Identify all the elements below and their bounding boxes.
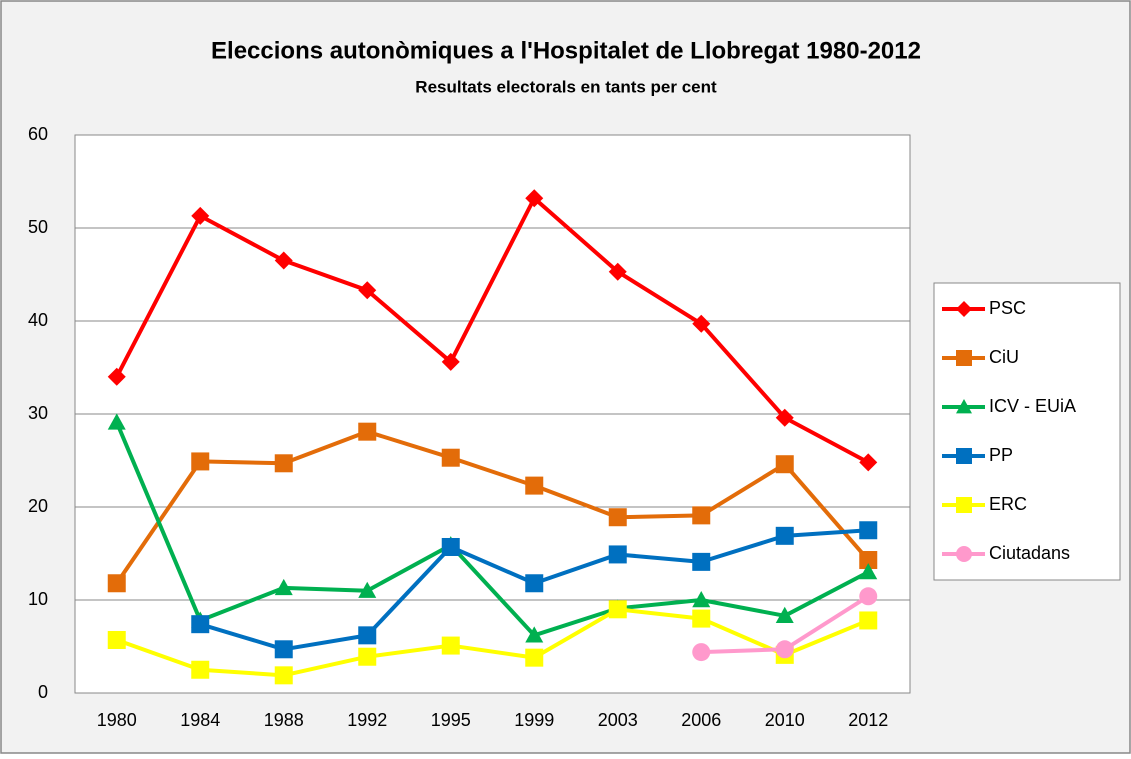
chart-subtitle: Resultats electorals en tants per cent <box>415 77 717 96</box>
marker <box>775 526 794 545</box>
marker <box>608 508 627 527</box>
x-tick-label: 1992 <box>347 710 387 730</box>
marker <box>441 636 460 655</box>
marker <box>859 611 878 630</box>
y-tick-label: 60 <box>28 124 48 144</box>
x-tick-label: 1995 <box>431 710 471 730</box>
legend-label: PP <box>989 445 1013 465</box>
marker <box>358 647 377 666</box>
legend-label: CiU <box>989 347 1019 367</box>
marker <box>274 640 293 659</box>
y-tick-label: 30 <box>28 403 48 423</box>
marker <box>956 399 972 414</box>
y-tick-label: 20 <box>28 496 48 516</box>
marker <box>775 640 794 659</box>
y-tick-label: 50 <box>28 217 48 237</box>
marker <box>956 350 972 366</box>
series-line <box>115 429 870 585</box>
marker <box>525 574 544 593</box>
marker <box>191 660 210 679</box>
marker <box>274 251 293 270</box>
marker <box>525 648 544 667</box>
marker <box>191 615 210 634</box>
marker <box>441 448 460 467</box>
marker <box>608 262 627 281</box>
y-tick-label: 10 <box>28 589 48 609</box>
marker <box>956 497 972 513</box>
legend-label: ERC <box>989 494 1027 514</box>
x-tick-label: 1988 <box>264 710 304 730</box>
x-tick-label: 1984 <box>180 710 220 730</box>
marker <box>191 206 210 225</box>
x-tick-label: 2010 <box>765 710 805 730</box>
marker <box>191 452 210 471</box>
marker <box>274 454 293 473</box>
marker <box>608 545 627 564</box>
marker <box>859 453 878 472</box>
marker <box>274 666 293 685</box>
marker <box>107 367 126 386</box>
marker <box>274 578 293 596</box>
marker <box>859 587 878 606</box>
marker <box>107 574 126 593</box>
x-tick-label: 2006 <box>681 710 721 730</box>
marker <box>692 643 711 662</box>
series-line <box>114 421 870 638</box>
x-tick-label: 2003 <box>598 710 638 730</box>
marker <box>441 537 460 556</box>
legend-label: PSC <box>989 298 1026 318</box>
marker <box>775 455 794 474</box>
series-line <box>116 607 870 678</box>
marker <box>692 609 711 628</box>
marker <box>107 413 126 430</box>
marker <box>859 563 878 580</box>
marker <box>692 591 711 608</box>
legend-label: Ciutadans <box>989 543 1070 563</box>
marker <box>358 581 377 598</box>
marker <box>525 189 544 208</box>
marker <box>859 521 878 540</box>
marker <box>358 281 377 300</box>
marker <box>956 301 972 317</box>
x-tick-label: 2012 <box>848 710 888 730</box>
marker <box>775 408 794 427</box>
marker <box>692 314 711 333</box>
marker <box>859 551 878 570</box>
series-line <box>114 196 870 465</box>
marker <box>107 630 126 649</box>
marker <box>358 626 377 645</box>
legend-label: ICV - EUiA <box>989 396 1076 416</box>
x-tick-label: 1999 <box>514 710 554 730</box>
y-tick-label: 0 <box>38 682 48 702</box>
marker <box>525 626 544 643</box>
chart-title: Eleccions autonòmiques a l'Hospitalet de… <box>211 37 921 64</box>
marker <box>956 448 972 464</box>
marker <box>692 552 711 571</box>
x-tick-label: 1980 <box>97 710 137 730</box>
marker <box>358 422 377 441</box>
marker <box>441 352 460 371</box>
y-tick-label: 40 <box>28 310 48 330</box>
legend-box <box>933 282 1121 581</box>
marker <box>775 606 794 624</box>
marker <box>525 476 544 495</box>
marker <box>956 546 972 562</box>
marker <box>692 506 711 525</box>
marker <box>608 600 627 619</box>
